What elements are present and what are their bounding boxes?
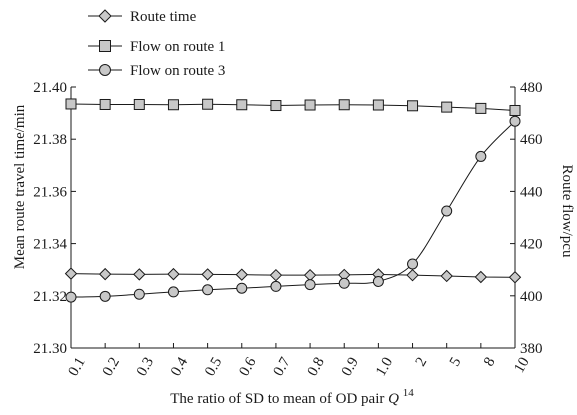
y-right-tick-label: 440 bbox=[520, 184, 543, 200]
x-axis-title: The ratio of SD to mean of OD pair Q 14 bbox=[170, 387, 414, 407]
data-point-square bbox=[372, 99, 384, 111]
series-line bbox=[70, 103, 516, 111]
y-left-tick-label: 21.32 bbox=[33, 289, 67, 305]
data-point-circle bbox=[133, 288, 145, 300]
data-point-diamond bbox=[235, 268, 248, 281]
x-tick-label: 0.7 bbox=[270, 354, 293, 379]
data-point-diamond bbox=[508, 271, 522, 284]
x-tick-label: 0.1 bbox=[66, 355, 89, 379]
series-flow-on-route-1 bbox=[65, 98, 521, 116]
y-left-tick-label: 21.30 bbox=[33, 341, 67, 357]
data-point-square bbox=[304, 99, 316, 111]
y-left-tick-label: 21.36 bbox=[33, 184, 67, 200]
data-point-circle bbox=[236, 282, 248, 294]
x-tick-label: 2 bbox=[413, 355, 431, 369]
data-point-diamond bbox=[64, 267, 78, 280]
data-point-square bbox=[202, 98, 214, 110]
data-point-diamond bbox=[167, 267, 180, 281]
x-tick-label: 0.4 bbox=[168, 354, 191, 379]
y-right-tick-label: 400 bbox=[520, 289, 543, 305]
x-tick-label: 0.3 bbox=[134, 355, 157, 379]
legend-item-flow-route-3: Flow on route 3 bbox=[88, 63, 225, 79]
series-flow-on-route-3 bbox=[65, 115, 521, 303]
data-point-square bbox=[65, 98, 77, 110]
data-point-diamond bbox=[406, 268, 419, 282]
legend-item-route-time: Route time bbox=[88, 9, 197, 25]
data-point-diamond bbox=[98, 267, 112, 281]
data-point-square bbox=[407, 100, 419, 112]
legend-marker-diamond bbox=[98, 9, 112, 23]
legend-marker-circle bbox=[99, 64, 111, 76]
data-point-circle bbox=[338, 277, 350, 289]
y-axis-left-title: Mean route travel time/min bbox=[12, 104, 28, 269]
series-route-time bbox=[64, 267, 522, 284]
x-tick-label: 0.9 bbox=[339, 355, 362, 379]
y-right-tick-label: 380 bbox=[520, 341, 543, 357]
data-point-circle bbox=[167, 286, 179, 298]
x-tick-label: 0.8 bbox=[305, 355, 328, 379]
legend-label: Flow on route 1 bbox=[130, 39, 225, 55]
data-point-circle bbox=[202, 284, 214, 296]
data-point-square bbox=[99, 98, 111, 110]
data-point-square bbox=[338, 99, 350, 111]
y-axis-right-title: Route flow/pcu bbox=[559, 165, 575, 258]
data-point-diamond bbox=[201, 268, 214, 281]
x-tick-label: 1.0 bbox=[373, 355, 396, 379]
x-tick-label: 8 bbox=[481, 355, 499, 369]
x-tick-label: 10 bbox=[511, 355, 532, 376]
data-point-square bbox=[509, 104, 521, 116]
x-axis-title-symbol: Q bbox=[388, 391, 399, 407]
y-left-tick-label: 21.40 bbox=[33, 80, 67, 96]
data-point-diamond bbox=[133, 268, 146, 281]
data-point-diamond bbox=[303, 268, 317, 282]
data-point-square bbox=[441, 101, 453, 113]
data-point-circle bbox=[509, 115, 521, 127]
data-point-circle bbox=[99, 290, 111, 302]
data-point-square bbox=[167, 99, 179, 111]
data-point-square bbox=[133, 98, 145, 110]
legend-item-flow-route-1: Flow on route 1 bbox=[88, 39, 225, 55]
legend-label: Route time bbox=[130, 9, 197, 25]
y-right-tick-label: 460 bbox=[520, 132, 543, 148]
data-point-circle bbox=[65, 291, 77, 303]
x-tick-label: 0.5 bbox=[202, 355, 225, 379]
data-point-square bbox=[236, 99, 248, 111]
x-tick-label: 0.2 bbox=[100, 355, 123, 379]
data-point-circle bbox=[441, 205, 453, 217]
data-point-diamond bbox=[440, 269, 453, 283]
data-point-circle bbox=[475, 150, 487, 162]
legend-label: Flow on route 3 bbox=[130, 63, 225, 79]
data-point-circle bbox=[372, 275, 384, 287]
x-axis-title-text: The ratio of SD to mean of OD pair bbox=[170, 391, 384, 407]
y-left-tick-label: 21.38 bbox=[33, 132, 67, 148]
data-point-diamond bbox=[269, 268, 283, 282]
legend: Route time Flow on route 1 Flow on route… bbox=[88, 9, 225, 79]
x-tick-label: 5 bbox=[447, 355, 465, 369]
data-point-circle bbox=[270, 280, 282, 292]
y-right-tick-label: 420 bbox=[520, 237, 543, 253]
x-tick-label: 0.6 bbox=[236, 354, 259, 379]
data-point-square bbox=[270, 100, 282, 112]
y-right-tick-label: 480 bbox=[520, 80, 543, 96]
legend-marker-square bbox=[99, 40, 111, 52]
data-point-circle bbox=[407, 258, 419, 270]
x-axis-title-superscript: 14 bbox=[403, 387, 415, 399]
data-point-diamond bbox=[474, 270, 488, 284]
y-left-tick-label: 21.34 bbox=[33, 237, 67, 253]
data-point-square bbox=[475, 102, 487, 114]
data-point-circle bbox=[304, 279, 316, 291]
